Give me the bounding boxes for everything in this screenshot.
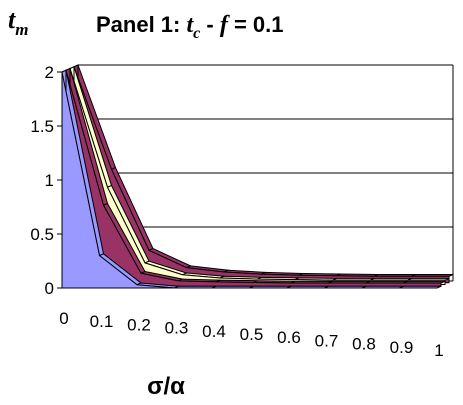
x-tick-label: 0.9: [390, 338, 414, 357]
x-axis-ticks: 0 0.1 0.2 0.3 0.4 0.5 0.6 0.7 0.8 0.9 1: [59, 287, 444, 360]
x-tick-label: 0.6: [277, 328, 301, 347]
y-tick-label: 1.5: [30, 117, 54, 136]
y-tick-label: 1: [45, 171, 54, 190]
y-tick-label: 0.5: [30, 225, 54, 244]
x-tick-label: 0.4: [202, 322, 226, 341]
x-tick-label: 1: [434, 341, 443, 360]
chart-title: Panel 1: tc - f = 0.1: [96, 12, 283, 42]
plot-area: [61, 64, 454, 289]
x-tick-label: 0: [59, 309, 68, 328]
x-axis-label: σ/α: [147, 373, 185, 400]
y-tick-label: 0: [45, 279, 54, 298]
x-tick-label: 0.7: [315, 331, 339, 350]
y-axis-ticks: 0 0.5 1 1.5 2: [30, 63, 63, 298]
y-axis-label: tm: [8, 5, 28, 39]
x-tick-label: 0.1: [90, 312, 114, 331]
x-tick-label: 0.2: [127, 315, 151, 334]
y-tick-label: 2: [45, 63, 54, 82]
x-tick-label: 0.3: [165, 319, 189, 338]
x-tick-label: 0.5: [240, 325, 264, 344]
area-series: [65, 70, 442, 287]
x-tick-label: 0.8: [352, 335, 376, 354]
